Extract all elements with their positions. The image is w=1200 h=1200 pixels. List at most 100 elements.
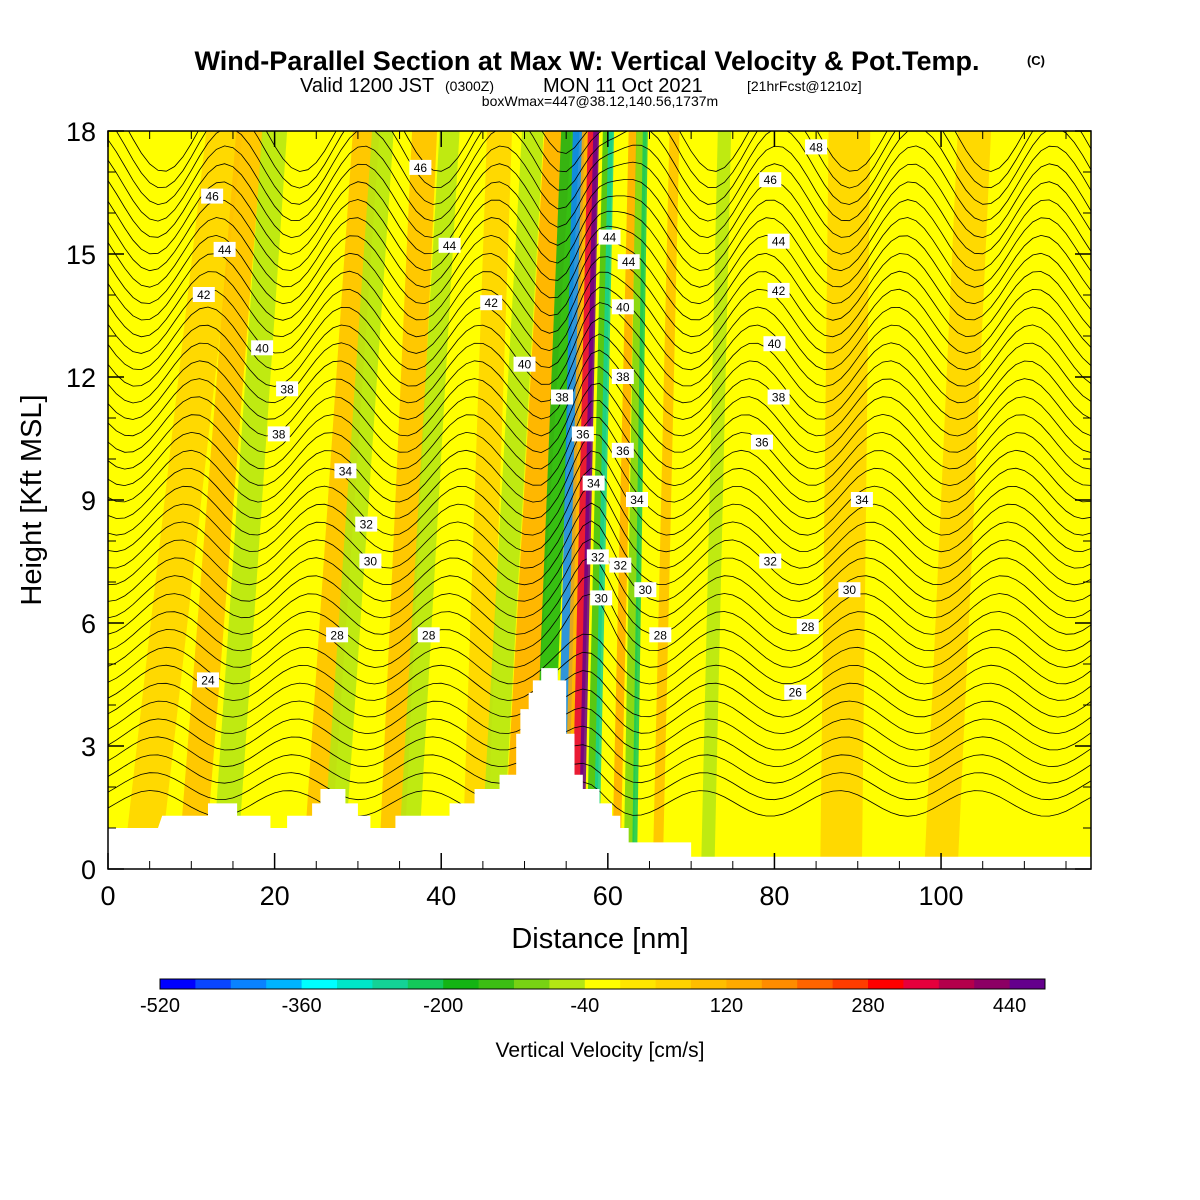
colorbar-tick-labels: -520 -360 -200 -40 120 280 440 — [140, 995, 1026, 1017]
contour-label-text: 42 — [485, 296, 499, 310]
isentrope-line — [108, 502, 1091, 586]
contour-label-text: 48 — [809, 140, 823, 154]
isentrope-line — [108, 366, 1091, 454]
colorbar-tick-label: -520 — [140, 995, 180, 1017]
colorbar-swatch — [726, 979, 763, 989]
isentrope-line — [108, 538, 1091, 619]
x-tick-label: 80 — [759, 881, 789, 911]
velocity-band — [378, 131, 438, 869]
contour-label: 42 — [192, 287, 215, 302]
contour-label: 44 — [213, 241, 236, 257]
isentrope-line — [108, 302, 1091, 387]
x-tick-label: 100 — [919, 881, 964, 911]
isentrope-line — [108, 131, 1091, 206]
contour-label: 34 — [850, 492, 873, 507]
contour-label-text: 42 — [197, 288, 211, 302]
colorbar-tick-label: -40 — [570, 995, 599, 1017]
contour-label-text: 36 — [755, 436, 769, 450]
colorbar-swatch — [372, 979, 409, 989]
contour-label: 30 — [634, 582, 657, 598]
contour-label-text: 28 — [330, 628, 344, 642]
contour-label: 36 — [571, 426, 594, 442]
colorbar-swatch — [1009, 979, 1046, 989]
contour-label: 36 — [750, 434, 773, 450]
contour-label: 44 — [767, 233, 790, 249]
contour-label: 26 — [784, 684, 807, 700]
contour-label: 28 — [649, 627, 672, 643]
y-tick-label: 3 — [81, 732, 96, 762]
velocity-band — [701, 131, 732, 869]
contour-label-text: 32 — [591, 550, 605, 564]
isentrope-line — [108, 144, 1091, 222]
contour-label-text: 28 — [654, 628, 668, 642]
contour-label-text: 44 — [603, 231, 617, 245]
y-axis-label: Height [Kft MSL] — [16, 394, 48, 605]
contour-label-text: 46 — [414, 161, 428, 175]
colorbar-swatch — [160, 979, 196, 989]
contour-label: 42 — [767, 282, 790, 298]
isentrope-line — [108, 179, 1091, 255]
contour-label: 40 — [513, 356, 536, 372]
y-tick-label: 15 — [66, 240, 96, 270]
x-axis: 0 20 40 60 80 100 — [100, 131, 1067, 911]
isentrope-line — [108, 210, 1091, 288]
contour-label: 32 — [586, 549, 609, 565]
y-tick-label: 18 — [66, 117, 96, 147]
plot-area: 46 44 42 40 38 38 34 32 30 28 28 24 46 44 42 40 38 36 34 32… — [108, 131, 1091, 869]
isentrope-line — [115, 131, 1091, 189]
contour-label: 34 — [625, 492, 648, 507]
x-tick-label: 60 — [593, 881, 623, 911]
x-axis-label: Distance [nm] — [511, 923, 688, 955]
isentrope-line — [108, 195, 1091, 272]
isentrope-line — [108, 467, 1091, 553]
contour-label: 46 — [409, 159, 432, 175]
isentrope-line — [108, 670, 1091, 718]
contour-label: 40 — [251, 340, 274, 356]
contour-label: 44 — [438, 237, 461, 253]
colorbar-swatch — [407, 979, 444, 989]
isentrope-line — [108, 651, 1091, 701]
contour-label-text: 28 — [801, 620, 815, 634]
colorbar-tick-label: 280 — [851, 995, 884, 1017]
contour-label-text: 24 — [201, 673, 215, 687]
velocity-band — [578, 131, 600, 869]
contour-label: 36 — [611, 442, 634, 458]
contour-label-text: 32 — [360, 518, 374, 532]
colorbar-swatch — [761, 979, 798, 989]
isentrope-line — [108, 707, 1091, 751]
contour-label-text: 30 — [843, 583, 857, 597]
valid-utc: (0300Z) — [445, 78, 494, 94]
colorbar-swatch — [655, 979, 692, 989]
colorbar-swatch — [584, 979, 621, 989]
y-tick-label: 9 — [81, 486, 96, 516]
velocity-band — [982, 131, 1008, 869]
velocity-band — [652, 131, 680, 869]
contour-label: 38 — [276, 381, 299, 397]
contour-label: 32 — [355, 516, 378, 532]
contour-label-text: 38 — [772, 391, 786, 405]
colorbar-tick-label: -360 — [282, 995, 322, 1017]
isentrope-line — [108, 688, 1091, 735]
contour-label: 38 — [611, 369, 634, 384]
colorbar-swatch — [974, 979, 1011, 989]
contour-label-text: 44 — [622, 255, 636, 269]
colorbar-swatch — [195, 979, 232, 989]
copyright-mark: (C) — [1027, 53, 1045, 68]
contour-label-text: 40 — [255, 341, 269, 355]
isentrope-line — [108, 317, 1091, 404]
contour-label: 30 — [838, 582, 861, 598]
valid-date: MON 11 Oct 2021 — [543, 75, 703, 97]
isentrope-line — [108, 286, 1091, 371]
velocity-band — [593, 131, 615, 869]
contour-label: 28 — [796, 619, 819, 635]
contour-labels: 46 44 42 40 38 38 34 32 30 28 28 24 46 44 42 40 38 36 34 32… — [192, 139, 873, 700]
colorbar-swatch — [797, 979, 834, 989]
contour-label-text: 44 — [772, 235, 786, 249]
chart-title: Wind-Parallel Section at Max W: Vertical… — [195, 46, 980, 76]
contour-label-text: 46 — [764, 173, 778, 187]
colorbar-tick-label: 120 — [710, 995, 743, 1017]
contour-label: 38 — [267, 426, 290, 442]
colorbar-swatch — [301, 979, 338, 989]
contour-label-text: 30 — [364, 555, 378, 569]
x-tick-label: 0 — [100, 881, 115, 911]
